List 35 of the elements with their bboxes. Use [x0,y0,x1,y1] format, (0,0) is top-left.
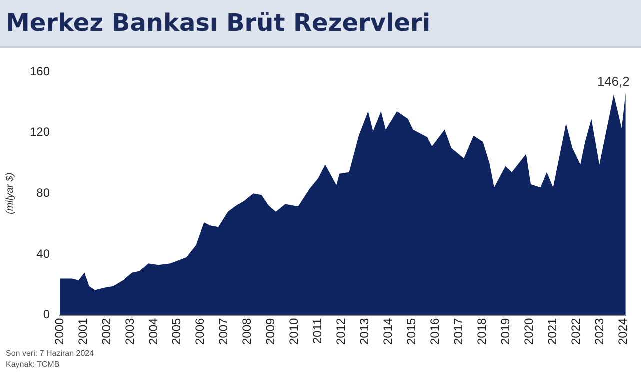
y-tick-label: 0 [43,308,50,322]
x-tick-label: 2014 [381,318,396,346]
chart-title: Merkez Bankası Brüt Rezervleri [0,0,641,48]
x-tick-label: 2023 [592,318,606,346]
annotation: 146,2 [597,74,630,90]
x-tick-label: 2002 [99,318,114,346]
x-tick-label: 2019 [498,318,512,346]
x-tick-label: 2009 [264,318,278,346]
x-tick-label: 2007 [216,318,231,346]
x-tick-label: 2022 [568,318,583,346]
x-tick-label: 2012 [334,318,348,346]
x-tick-label: 2017 [451,318,466,346]
x-tick-label: 2011 [310,318,325,344]
x-tick-label: 2021 [545,318,560,346]
x-tick-label: 2006 [193,318,208,346]
x-tick-label: 2015 [404,318,419,346]
x-tick-label: 2010 [287,318,302,346]
x-tick-label: 2016 [428,318,442,346]
x-tick-label: 2004 [146,318,160,346]
y-tick-label: 120 [30,125,50,140]
y-tick-label: 80 [36,186,50,200]
x-tick-label: 2005 [170,318,184,346]
text: Kaynak: TCMB [6,359,61,370]
x-tick-label: 2003 [122,318,137,346]
x-tick-label: 2001 [76,318,90,346]
x-tick-label: 2000 [52,318,66,346]
x-tick-label: 2008 [240,318,254,346]
x-tick-label: 2024 [616,318,630,346]
x-tick-label: 2020 [522,318,536,346]
y-tick-label: 40 [36,246,50,261]
x-tick-label: 2013 [358,318,372,346]
y-axis-title: (milyar $) [4,172,16,214]
x-tick-label: 2018 [474,318,489,346]
y-tick-label: 160 [30,64,50,78]
text: Son veri: 7 Haziran 2024 [6,348,96,359]
